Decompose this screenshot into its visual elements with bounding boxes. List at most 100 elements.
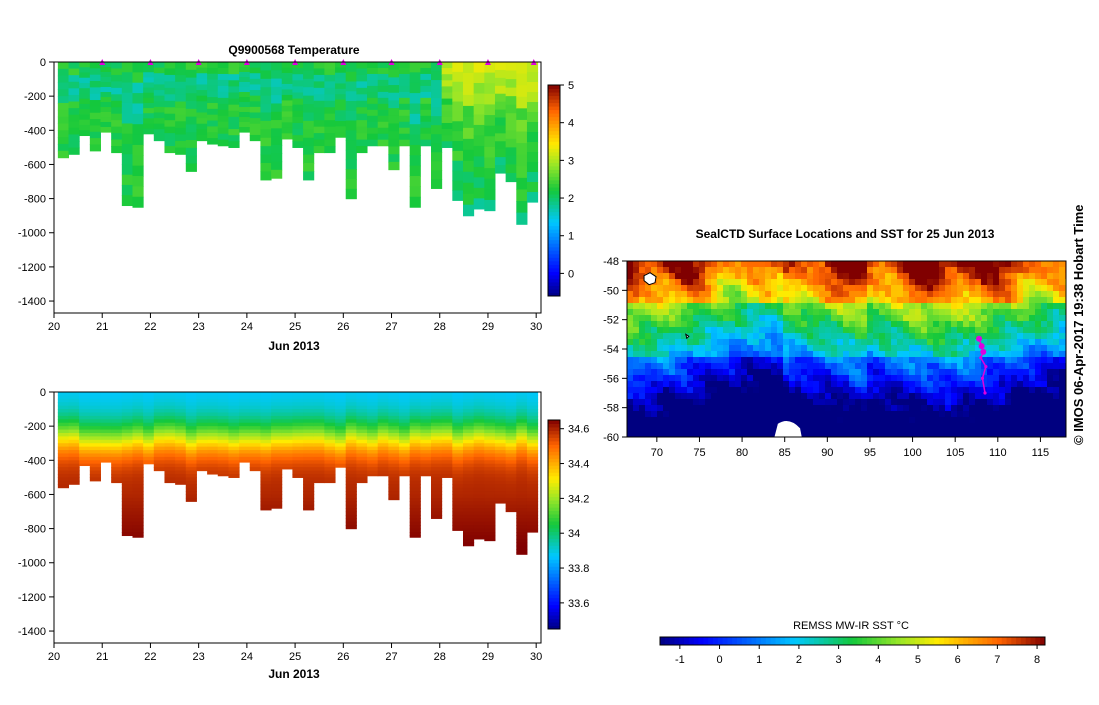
salinity-cell bbox=[377, 460, 389, 465]
salinity-cell bbox=[79, 405, 91, 410]
sst-colorbar-band bbox=[660, 637, 666, 645]
temperature-cell bbox=[153, 73, 165, 80]
temperature-cell bbox=[505, 138, 517, 148]
sst-cell bbox=[837, 375, 843, 381]
salinity-cell bbox=[292, 398, 304, 403]
sst-cell bbox=[891, 423, 897, 429]
colorbar-band bbox=[548, 85, 560, 90]
sst-cell bbox=[735, 423, 741, 429]
salinity-cell bbox=[377, 432, 389, 437]
sst-cell bbox=[885, 267, 891, 273]
sst-cell bbox=[933, 303, 939, 309]
temperature-cell bbox=[164, 146, 176, 154]
temperature-cell bbox=[143, 123, 155, 130]
sst-cell bbox=[663, 285, 669, 291]
sst-cell bbox=[1053, 351, 1059, 357]
sst-cell bbox=[1047, 267, 1053, 273]
salinity-cell bbox=[260, 405, 272, 410]
salinity-cell bbox=[228, 395, 240, 400]
salinity-cell bbox=[505, 463, 517, 468]
sst-cell bbox=[981, 411, 987, 417]
salinity-cell bbox=[345, 409, 357, 414]
temperature-cell bbox=[153, 106, 165, 114]
salinity-cell bbox=[260, 415, 272, 420]
sst-cell bbox=[771, 405, 777, 411]
y-tick-label: -200 bbox=[24, 91, 46, 103]
sst-cell bbox=[651, 357, 657, 363]
sst-cell bbox=[981, 345, 987, 351]
sst-cell bbox=[1041, 423, 1047, 429]
sst-cell bbox=[771, 357, 777, 363]
sst-cell bbox=[993, 411, 999, 417]
sst-cell bbox=[819, 351, 825, 357]
sst-cell bbox=[741, 393, 747, 399]
temperature-cell bbox=[409, 165, 421, 177]
salinity-cell bbox=[89, 467, 101, 472]
salinity-cell bbox=[175, 436, 187, 441]
sst-cell bbox=[957, 393, 963, 399]
salinity-cell bbox=[217, 470, 229, 475]
salinity-cell bbox=[121, 460, 133, 465]
salinity-cell bbox=[345, 501, 357, 506]
salinity-cell bbox=[249, 450, 261, 455]
sst-cell bbox=[897, 261, 903, 267]
salinity-cell bbox=[228, 398, 240, 403]
colorbar-band bbox=[548, 576, 560, 581]
sst-cell bbox=[783, 273, 789, 279]
sst-cell bbox=[723, 261, 729, 267]
salinity-cell bbox=[249, 412, 261, 417]
sst-cell bbox=[651, 399, 657, 405]
salinity-cell bbox=[431, 514, 443, 519]
sst-cell bbox=[993, 351, 999, 357]
salinity-cell bbox=[526, 395, 539, 400]
sst-cell bbox=[675, 309, 681, 315]
salinity-cell bbox=[462, 467, 475, 472]
sst-cell bbox=[723, 411, 729, 417]
salinity-cell bbox=[239, 398, 251, 403]
sst-cell bbox=[879, 267, 885, 273]
sst-cell bbox=[645, 429, 651, 435]
sst-cell bbox=[885, 429, 891, 435]
sst-cell bbox=[1017, 285, 1023, 291]
salinity-cell bbox=[324, 405, 336, 410]
temperature-cell bbox=[441, 62, 453, 69]
salinity-cell bbox=[249, 426, 261, 431]
x-tick-label: 26 bbox=[337, 321, 349, 333]
sst-cell bbox=[825, 297, 831, 303]
sst-cell bbox=[1047, 375, 1053, 381]
salinity-cell bbox=[271, 460, 283, 465]
temperature-cell bbox=[260, 120, 272, 130]
salinity-cell bbox=[356, 463, 368, 468]
salinity-cell bbox=[526, 508, 539, 513]
salinity-cell bbox=[484, 415, 496, 420]
sst-cell bbox=[1017, 393, 1023, 399]
sst-cell bbox=[807, 405, 813, 411]
salinity-cell bbox=[260, 460, 272, 465]
sst-cell bbox=[1047, 417, 1053, 423]
salinity-cell bbox=[249, 467, 261, 472]
temperature-cell bbox=[356, 146, 368, 154]
sst-cell bbox=[705, 351, 711, 357]
temperature-cell bbox=[303, 154, 315, 164]
sst-cell bbox=[861, 267, 867, 273]
salinity-cell bbox=[367, 426, 379, 431]
salinity-cell bbox=[281, 402, 293, 407]
temperature-cell bbox=[377, 127, 389, 135]
salinity-cell bbox=[228, 415, 240, 420]
heard-island bbox=[685, 333, 690, 340]
salinity-cell bbox=[303, 460, 315, 465]
sst-cell bbox=[687, 345, 693, 351]
sst-cell bbox=[669, 273, 675, 279]
sst-cell bbox=[741, 321, 747, 327]
salinity-cell bbox=[473, 480, 485, 485]
salinity-cell bbox=[516, 398, 528, 403]
salinity-cell bbox=[271, 491, 283, 496]
temperature-cell bbox=[452, 101, 464, 112]
sst-cell bbox=[1005, 411, 1011, 417]
sst-cell bbox=[891, 327, 897, 333]
sst-cell bbox=[915, 345, 921, 351]
sst-cell bbox=[849, 345, 855, 351]
sst-cell bbox=[675, 417, 681, 423]
salinity-cell bbox=[57, 436, 70, 441]
sst-cell bbox=[897, 375, 903, 381]
